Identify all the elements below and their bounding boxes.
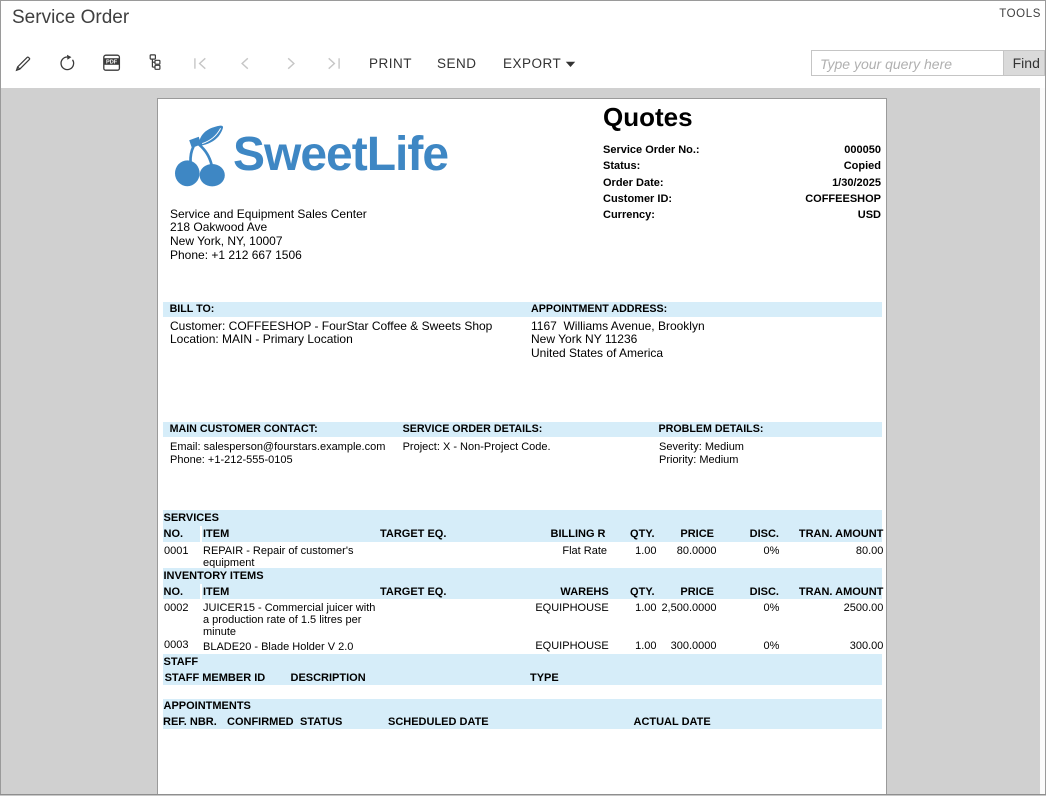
svg-text:PDF: PDF	[106, 60, 118, 66]
